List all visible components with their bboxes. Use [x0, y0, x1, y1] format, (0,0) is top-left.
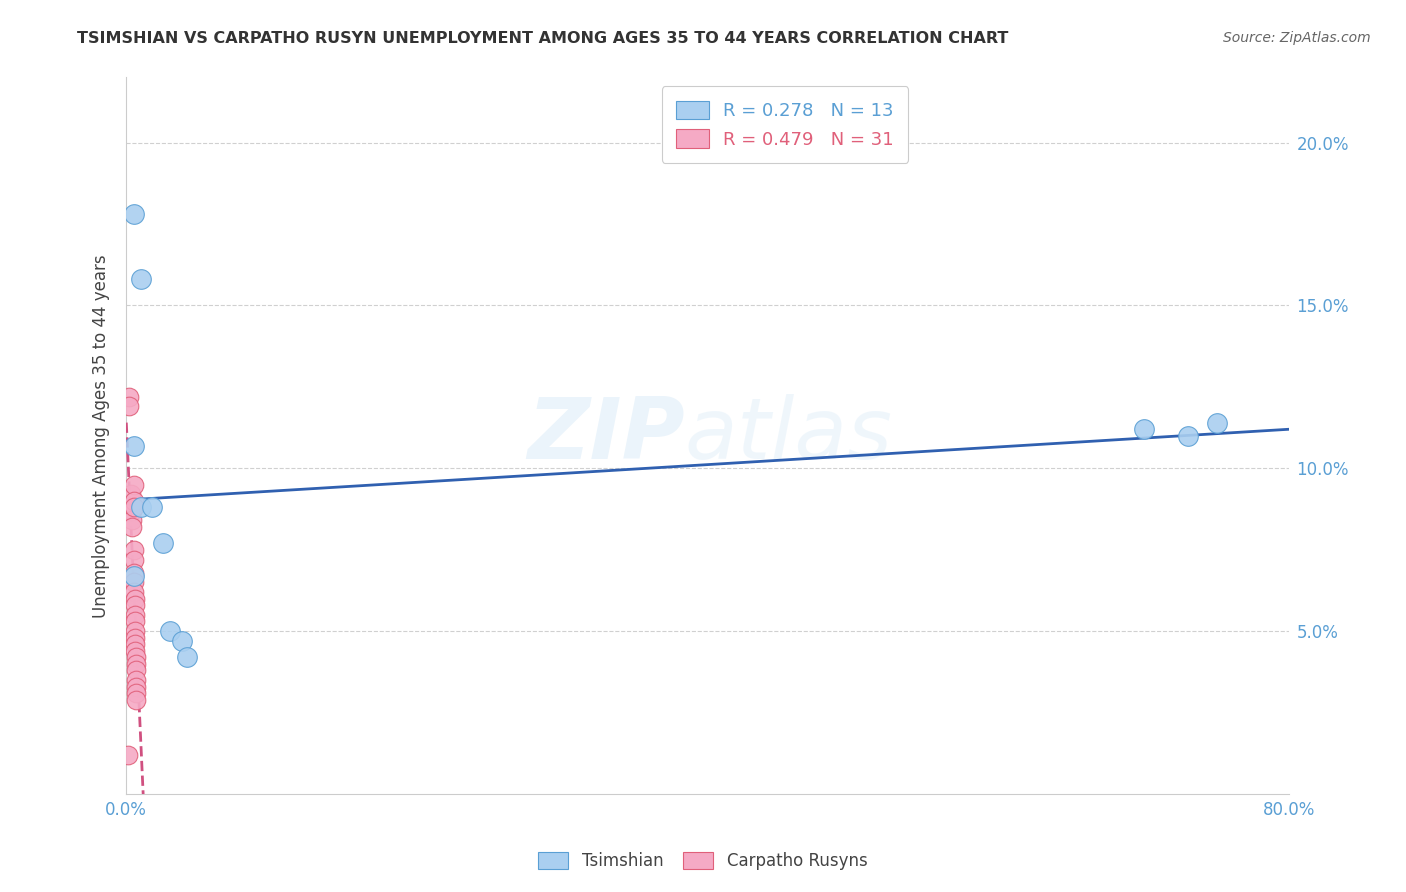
Point: [125, 673, 148, 687]
Point: [124, 644, 146, 658]
Point: [124, 607, 146, 622]
Legend: Tsimshian, Carpatho Rusyns: Tsimshian, Carpatho Rusyns: [531, 845, 875, 877]
Point: [124, 631, 146, 645]
Point: [141, 500, 163, 515]
Point: [122, 552, 145, 566]
Point: [176, 650, 198, 665]
Text: ZIP: ZIP: [527, 394, 685, 477]
Point: [125, 657, 148, 671]
Text: TSIMSHIAN VS CARPATHO RUSYN UNEMPLOYMENT AMONG AGES 35 TO 44 YEARS CORRELATION C: TSIMSHIAN VS CARPATHO RUSYN UNEMPLOYMENT…: [77, 31, 1008, 46]
Point: [121, 520, 143, 534]
Point: [122, 494, 145, 508]
Point: [124, 637, 146, 651]
Point: [121, 504, 143, 518]
Point: [125, 680, 148, 694]
Point: [159, 624, 181, 639]
Point: [122, 500, 145, 515]
Point: [122, 438, 145, 452]
Text: Source: ZipAtlas.com: Source: ZipAtlas.com: [1223, 31, 1371, 45]
Point: [152, 536, 174, 550]
Point: [125, 663, 148, 677]
Legend: R = 0.278   N = 13, R = 0.479   N = 31: R = 0.278 N = 13, R = 0.479 N = 31: [662, 87, 908, 163]
Point: [124, 615, 146, 629]
Point: [124, 598, 146, 612]
Point: [122, 585, 145, 599]
Point: [129, 272, 152, 286]
Y-axis label: Unemployment Among Ages 35 to 44 years: Unemployment Among Ages 35 to 44 years: [93, 254, 110, 617]
Point: [125, 650, 148, 665]
Point: [125, 686, 148, 700]
Point: [122, 477, 145, 491]
Point: [122, 569, 145, 583]
Point: [125, 692, 148, 706]
Point: [122, 207, 145, 221]
Text: atlas: atlas: [685, 394, 893, 477]
Point: [1205, 416, 1227, 430]
Point: [118, 400, 141, 414]
Point: [122, 566, 145, 580]
Point: [1133, 422, 1156, 436]
Point: [129, 500, 152, 515]
Point: [170, 634, 193, 648]
Point: [122, 575, 145, 590]
Point: [122, 542, 145, 557]
Point: [121, 513, 143, 527]
Point: [1177, 429, 1199, 443]
Point: [117, 747, 139, 762]
Point: [120, 487, 142, 501]
Point: [124, 624, 146, 639]
Point: [124, 591, 146, 606]
Point: [120, 504, 142, 518]
Point: [118, 390, 141, 404]
